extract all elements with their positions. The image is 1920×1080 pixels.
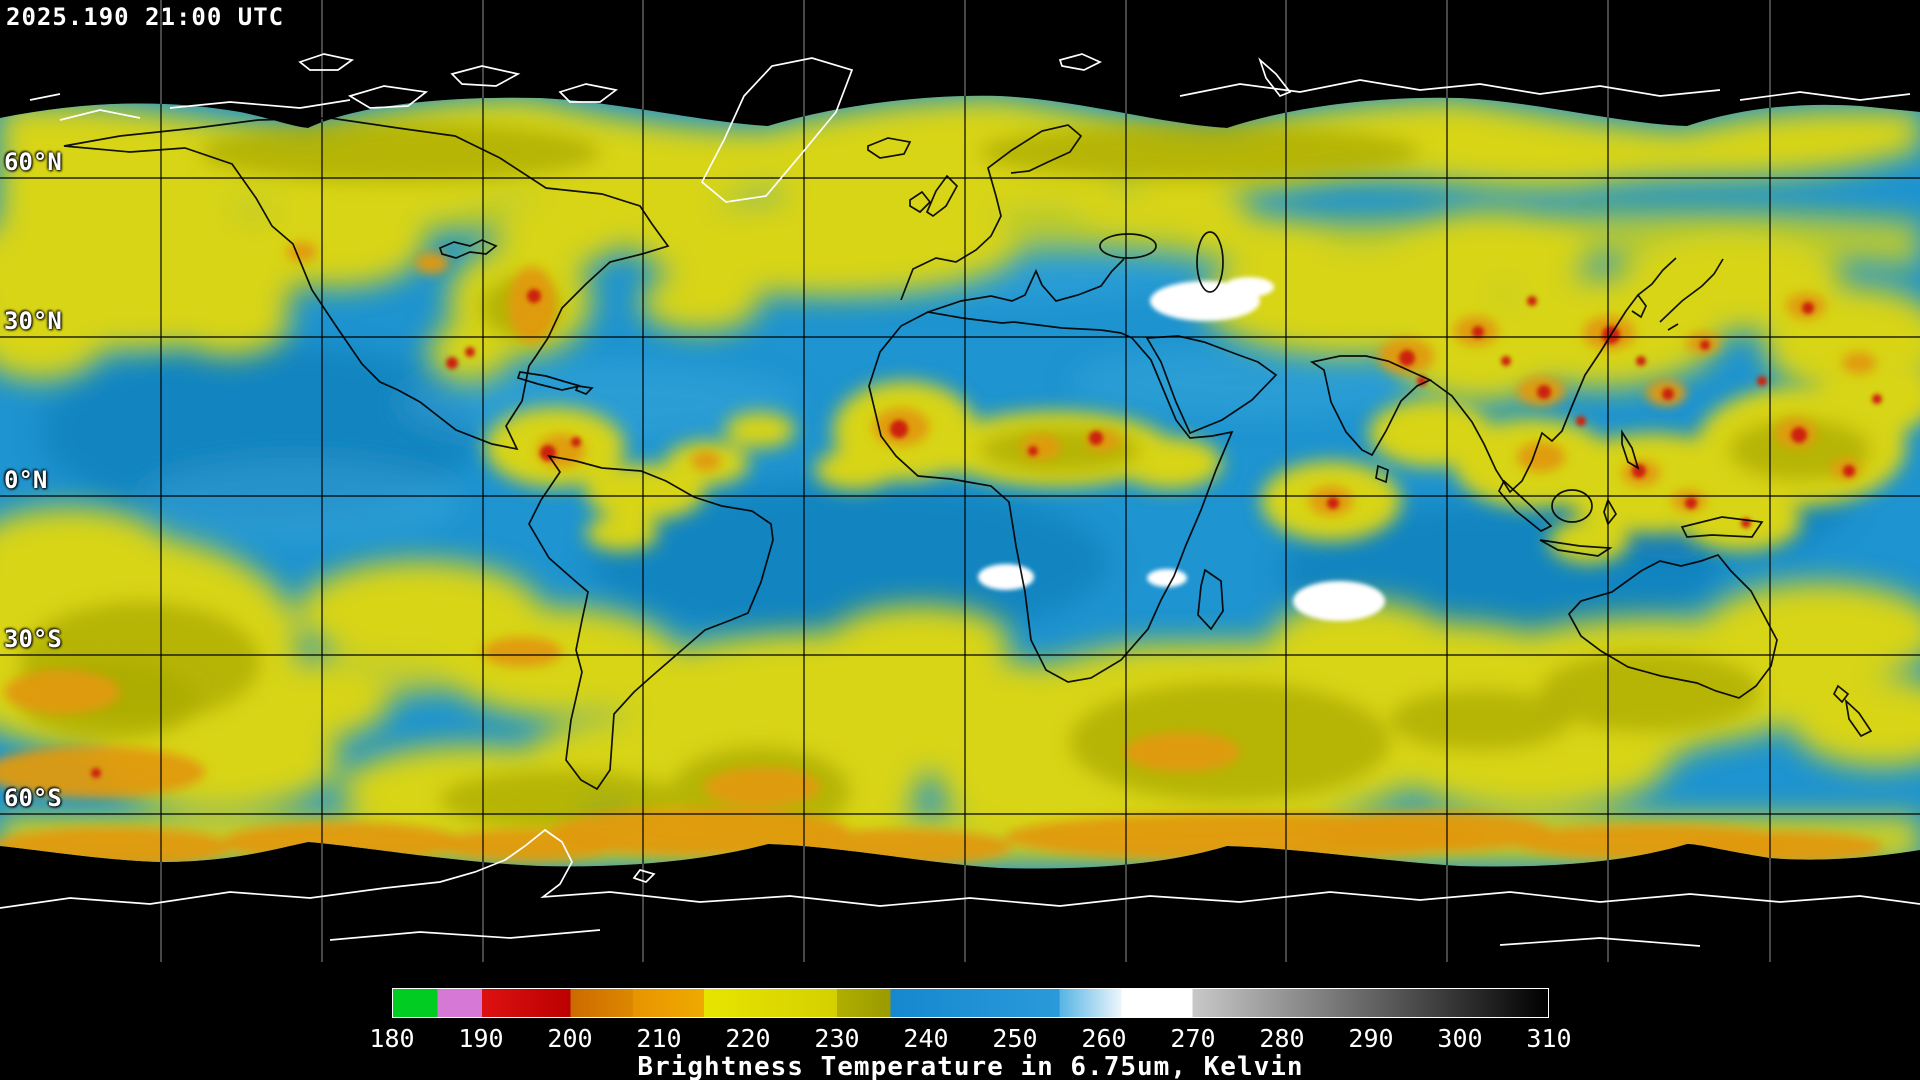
coastlines-dark bbox=[63, 117, 1873, 791]
latitude-label-30s: 30°S bbox=[4, 625, 62, 653]
graticule-over-data bbox=[0, 95, 1920, 869]
timestamp: 2025.190 21:00 UTC bbox=[6, 3, 285, 31]
colorbar-tick: 280 bbox=[1259, 1024, 1305, 1053]
colorbar-tick: 250 bbox=[992, 1024, 1038, 1053]
coastlines-light bbox=[0, 53, 1920, 947]
colorbar-tick: 190 bbox=[458, 1024, 504, 1053]
colorbar-caption: Brightness Temperature in 6.75um, Kelvin bbox=[637, 1052, 1304, 1080]
colorbar-tick: 270 bbox=[1170, 1024, 1216, 1053]
colorbar-tick: 220 bbox=[725, 1024, 771, 1053]
colorbar-tick: 300 bbox=[1437, 1024, 1483, 1053]
latitude-label-0n: 0°N bbox=[4, 466, 48, 494]
colorbar-tick: 260 bbox=[1081, 1024, 1127, 1053]
colorbar-tick: 290 bbox=[1348, 1024, 1394, 1053]
colorbar-tick: 180 bbox=[369, 1024, 415, 1053]
latitude-label-60n: 60°N bbox=[4, 148, 62, 176]
colorbar-tick: 200 bbox=[547, 1024, 593, 1053]
latitude-label-60s: 60°S bbox=[4, 784, 62, 812]
colorbar-tick: 310 bbox=[1526, 1024, 1572, 1053]
colorbar-gradient bbox=[392, 988, 1549, 1018]
colorbar-tick: 210 bbox=[636, 1024, 682, 1053]
cloud-layer bbox=[0, 95, 1920, 869]
colorbar-ticks: 180 190 200 210 220 230 240 250 260 270 … bbox=[362, 1024, 1579, 1053]
colorbar-tick: 240 bbox=[903, 1024, 949, 1053]
colorbar-tick: 230 bbox=[814, 1024, 860, 1053]
latitude-label-30n: 30°N bbox=[4, 307, 62, 335]
